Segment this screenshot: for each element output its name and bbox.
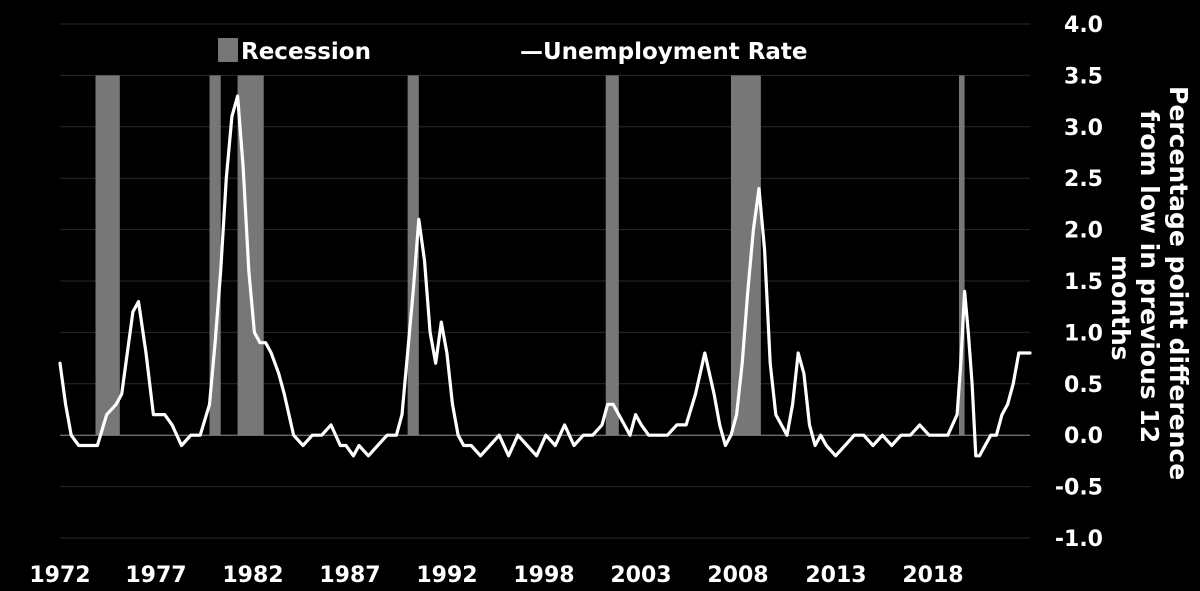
y-tick-label: 3.0: [1064, 116, 1103, 141]
y-tick-label: 2.0: [1064, 219, 1103, 244]
y-tick-label: 4.0: [1064, 13, 1103, 38]
legend-recession-swatch: [218, 38, 238, 62]
recession-band: [958, 75, 965, 436]
series-line-unemployment-rate: [58, 94, 1032, 458]
y-tick-label: 3.5: [1064, 64, 1103, 89]
x-tick-label: 1982: [222, 563, 283, 588]
x-tick-label: 1998: [513, 563, 574, 588]
x-tick-labels: 1972 1977 1982 1987 1992 1998 2003 2008 2013 2018: [29, 563, 963, 588]
series-lines: [58, 94, 1032, 458]
y-tick-label: 1.0: [1064, 321, 1103, 346]
y-tick-label: -1.0: [1055, 527, 1103, 552]
legend-recession-label: Recession: [241, 39, 371, 65]
recession-bands: [95, 75, 965, 436]
y-tick-label: -0.5: [1055, 476, 1103, 501]
y-tick-label: 2.5: [1064, 167, 1103, 192]
y-axis-title-line-3: months: [1106, 255, 1135, 361]
y-axis-title-line-1: Percentage point difference: [1164, 86, 1193, 480]
x-tick-label: 2008: [707, 563, 768, 588]
y-axis-title-line-2: from low in previous 12: [1135, 110, 1164, 443]
recession-band: [605, 75, 619, 436]
x-tick-label: 2013: [805, 563, 866, 588]
x-tick-label: 1992: [416, 563, 477, 588]
x-tick-label: 1972: [29, 563, 90, 588]
y-tick-label: 0.5: [1064, 373, 1103, 398]
recession-band: [407, 75, 419, 436]
legend-unemployment-label: —Unemployment Rate: [520, 39, 808, 65]
legend: Recession —Unemployment Rate: [218, 38, 808, 65]
y-tick-label: 1.5: [1064, 270, 1103, 295]
recession-band: [209, 75, 221, 436]
y-tick-labels: -1.0 -0.5 0.0 0.5 1.0 1.5 2.0 2.5 3.0 3.5 4.0: [1055, 13, 1103, 552]
recession-band: [730, 75, 761, 436]
x-tick-label: 1977: [125, 563, 186, 588]
x-tick-label: 2018: [902, 563, 963, 588]
recession-band: [95, 75, 120, 436]
y-tick-label: 0.0: [1064, 424, 1103, 449]
y-axis-title: Percentage point difference from low in …: [1106, 86, 1193, 480]
x-tick-label: 2003: [610, 563, 671, 588]
x-tick-label: 1987: [319, 563, 380, 588]
